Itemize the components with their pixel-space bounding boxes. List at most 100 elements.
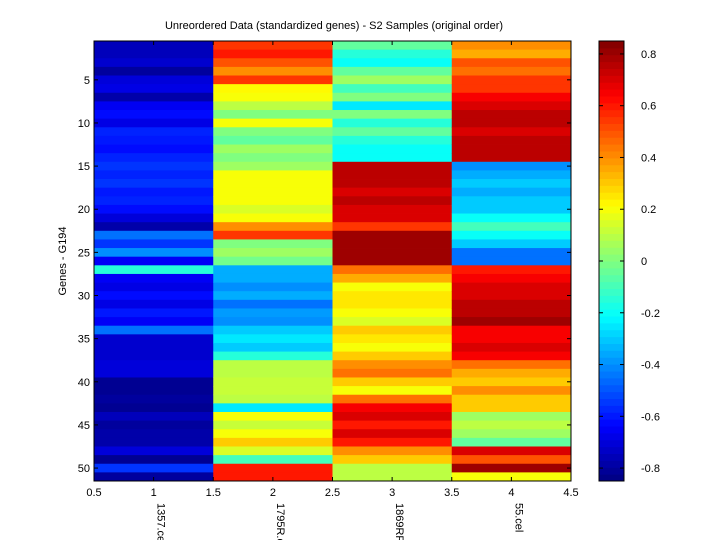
heat-cell	[213, 265, 333, 275]
heat-cell	[94, 41, 214, 51]
heat-cell	[94, 342, 214, 352]
heat-cell	[332, 248, 453, 258]
heat-cell	[332, 360, 453, 370]
colorbar-segment	[599, 419, 624, 427]
heat-cell	[451, 429, 572, 439]
heat-cell	[451, 394, 572, 404]
heat-cell	[213, 429, 333, 439]
heat-cell	[94, 75, 214, 85]
heat-cell	[332, 325, 453, 335]
heat-cell	[94, 368, 214, 378]
heat-cell	[451, 230, 572, 240]
heat-cell	[94, 222, 214, 232]
heat-cell	[451, 49, 572, 59]
colorbar-segment	[599, 439, 624, 448]
heat-cell	[451, 317, 572, 327]
x-tick-label: 2.5	[325, 487, 340, 499]
colorbar-tick-label: 0.2	[641, 204, 656, 216]
heat-cell	[451, 144, 572, 154]
heat-cell	[451, 118, 572, 128]
heat-cell	[213, 317, 333, 327]
heat-cell	[94, 403, 214, 413]
heat-cell	[213, 420, 333, 430]
heat-cell	[94, 455, 214, 465]
heat-cell	[332, 84, 453, 94]
heat-cell	[451, 351, 572, 361]
colorbar-segment	[599, 329, 624, 338]
heat-cell	[213, 75, 333, 85]
heat-cell	[94, 360, 214, 370]
heat-cell	[332, 420, 453, 430]
heat-cell	[94, 213, 214, 223]
heat-cell	[332, 299, 453, 309]
chart-title: Unreordered Data (standardized genes) - …	[165, 20, 503, 32]
heat-cell	[94, 437, 214, 447]
colorbar-segment	[599, 137, 624, 145]
colorbar-segment	[599, 261, 624, 269]
heat-cell	[451, 196, 572, 206]
heat-cell	[332, 66, 453, 76]
heat-cell	[451, 204, 572, 214]
heat-cell	[213, 437, 333, 447]
x-axis: 0.5 1 1.5 2 2.5 3 3.5 4 4.5	[86, 41, 579, 499]
colorbar-segment	[599, 61, 624, 69]
heat-cell	[332, 75, 453, 85]
heat-cell	[332, 41, 453, 51]
colorbar-segment	[599, 144, 624, 152]
heat-cell	[213, 187, 333, 197]
colorbar-segment	[599, 247, 624, 255]
heat-cell	[94, 153, 214, 163]
colorbar-tick-label: -0.4	[641, 360, 660, 372]
heat-cell	[332, 308, 453, 318]
colorbar-tick-label: 0.8	[641, 49, 656, 61]
heat-cell	[94, 472, 214, 482]
heat-cell	[332, 101, 453, 111]
heat-cell	[451, 437, 572, 447]
colorbar-segment	[599, 350, 624, 358]
heat-cell	[451, 110, 572, 120]
heat-cell	[213, 92, 333, 102]
heat-cell	[213, 256, 333, 266]
colorbar-segment	[599, 377, 624, 386]
heat-cell	[213, 161, 333, 171]
heat-cell	[94, 58, 214, 68]
heat-cell	[332, 110, 453, 120]
y-tick-label: 15	[78, 161, 90, 173]
heat-cell	[213, 222, 333, 232]
y-tick-label: 5	[84, 75, 90, 87]
heat-cell	[213, 196, 333, 206]
colorbar-tick-label: 0.6	[641, 101, 656, 113]
heat-cell	[94, 308, 214, 318]
colorbar-segment	[599, 288, 624, 296]
colorbar-segment	[599, 206, 624, 214]
heat-cell	[332, 291, 453, 301]
heat-cell	[332, 463, 453, 473]
colorbar-segment	[599, 219, 624, 228]
colorbar-segment	[599, 371, 624, 379]
colorbar-segment	[599, 474, 624, 482]
colorbar-segment	[599, 336, 624, 344]
heat-cell	[332, 446, 453, 456]
heat-cell	[451, 446, 572, 456]
heat-cell	[332, 282, 453, 292]
heat-cell	[213, 273, 333, 283]
colorbar-segment	[599, 384, 624, 393]
colorbar-segment	[599, 302, 624, 310]
colorbar-segment	[599, 192, 624, 200]
colorbar-segment	[599, 178, 624, 186]
colorbar-segment	[599, 240, 624, 248]
colorbar-segment	[599, 281, 624, 289]
colorbar-segment	[599, 171, 624, 179]
colorbar-segment	[599, 316, 624, 324]
colorbar-segment	[599, 343, 624, 351]
heat-cell	[213, 334, 333, 344]
colorbar-tick-label: -0.2	[641, 308, 660, 320]
heat-cell	[213, 84, 333, 94]
colorbar-segment	[599, 357, 624, 365]
heat-cell	[213, 463, 333, 473]
heat-cell	[332, 222, 453, 232]
heat-cell	[332, 342, 453, 352]
heat-cell	[213, 386, 333, 396]
